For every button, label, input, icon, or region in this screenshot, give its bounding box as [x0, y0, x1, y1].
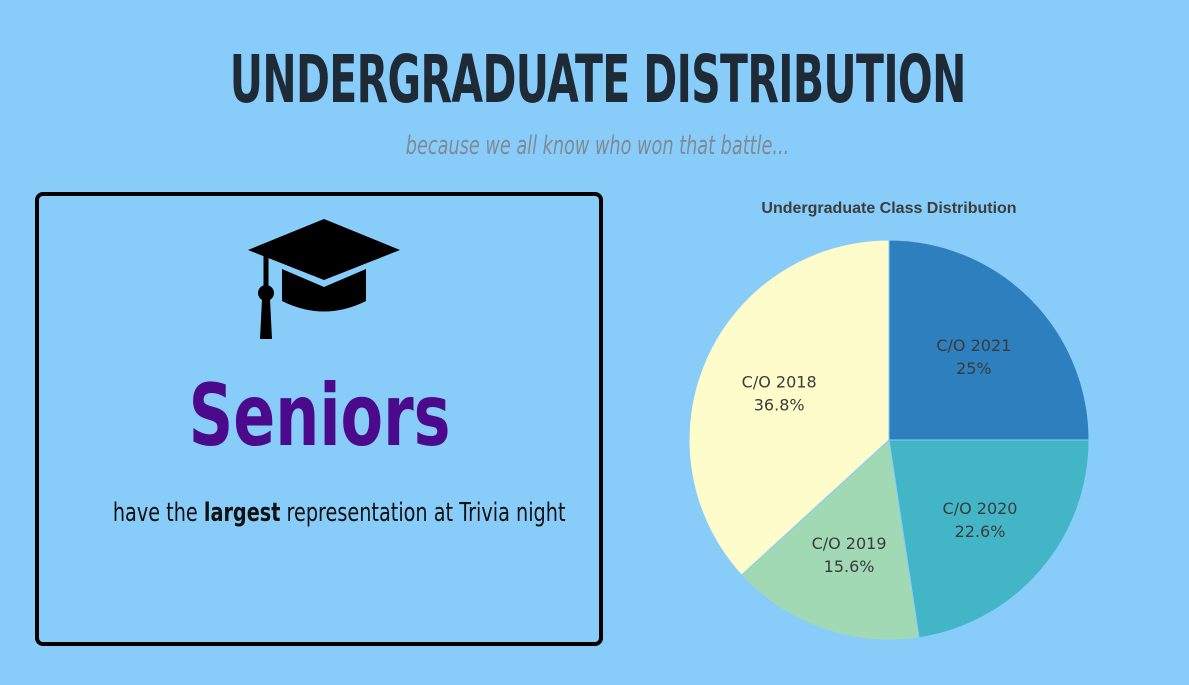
slice-label: C/O 2018: [742, 373, 817, 392]
pie-slice-c-o-2021: [888, 239, 1090, 441]
highlight-card: Seniors have the largest representation …: [35, 192, 603, 646]
pie-slice-c-o-2018: [688, 239, 890, 576]
slice-label: C/O 2019: [812, 534, 887, 553]
slice-value-label: 15.6%: [824, 557, 875, 576]
page-subtitle: because we all know who won that battle.…: [405, 131, 790, 161]
highlight-text: Seniors: [188, 366, 451, 466]
pie-slice-c-o-2019: [740, 438, 920, 641]
caption-pre: have the: [112, 498, 204, 528]
slice-value-label: 25%: [956, 359, 992, 378]
slice-value-label: 22.6%: [955, 522, 1006, 541]
slice-label: C/O 2021: [936, 336, 1011, 355]
pie-chart: C/O 2021 25% C/O 2020 22.6% C/O 2019 15.6% C/O…: [688, 239, 1090, 641]
slice-label: C/O 2020: [943, 499, 1018, 518]
page-title: UNDERGRADUATE DISTRIBUTION: [229, 41, 967, 118]
pie-slice-c-o-2020: [888, 439, 1090, 639]
card-caption: have the largest representation at Trivi…: [112, 496, 566, 530]
caption-post: representation at Trivia night: [280, 498, 566, 528]
caption-bold: largest: [203, 498, 281, 528]
chart-title: Undergraduate Class Distribution: [761, 200, 1017, 217]
slice-value-label: 36.8%: [754, 396, 805, 415]
graduation-cap-icon: [248, 219, 400, 339]
